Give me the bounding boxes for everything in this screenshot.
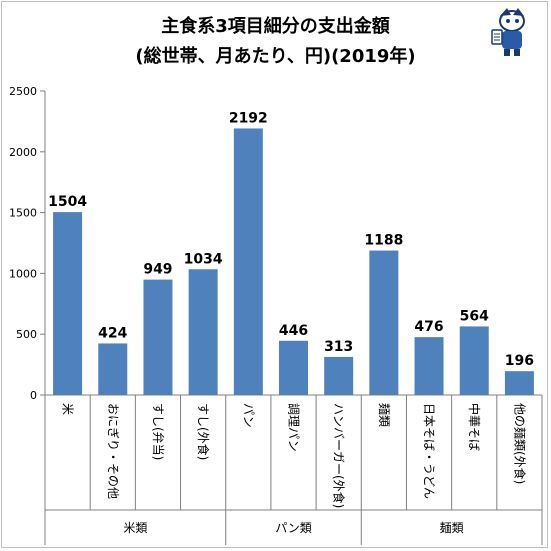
y-tick-label: 1500	[9, 207, 37, 220]
category-label: 他の麺類(外食)	[512, 403, 527, 484]
group-label: 麺類	[440, 521, 464, 535]
y-tick-label: 500	[16, 328, 37, 341]
data-label: 1188	[364, 233, 403, 249]
bar	[143, 279, 173, 395]
category-label: すし(外食)	[196, 403, 211, 460]
group-label: パン類	[275, 521, 312, 535]
data-label: 476	[414, 319, 443, 335]
bar	[98, 343, 128, 395]
category-label: 調理パン	[287, 403, 301, 452]
category-label: ハンバーガー(外食)	[332, 403, 347, 508]
y-tick-label: 0	[30, 389, 37, 402]
data-label: 2192	[229, 110, 268, 126]
y-tick-label: 2500	[9, 85, 37, 98]
data-label: 1034	[184, 251, 223, 267]
chart-subtitle: (総世帯、月あたり、円)(2019年)	[135, 46, 416, 67]
bar	[279, 340, 308, 395]
bar	[324, 356, 354, 395]
data-label: 446	[279, 323, 308, 339]
bar	[369, 250, 399, 395]
category-label: 米	[61, 403, 75, 415]
bar	[188, 269, 218, 395]
y-tick-label: 2000	[9, 146, 37, 159]
data-label: 424	[98, 325, 127, 341]
bar	[504, 371, 534, 395]
data-label: 1504	[48, 194, 87, 210]
bar	[53, 212, 83, 395]
y-tick-label: 1000	[9, 267, 37, 280]
data-label: 196	[505, 353, 534, 369]
bar	[414, 337, 444, 395]
data-label: 313	[324, 339, 353, 355]
bar	[459, 326, 489, 395]
category-label: 日本そば・うどん	[422, 403, 436, 499]
category-label: 麺類	[377, 403, 391, 427]
data-label: 949	[143, 262, 172, 278]
category-label: 中華そば	[467, 403, 482, 451]
data-label: 564	[460, 308, 489, 324]
chart-title: 主食系3項目細分の支出金額	[161, 16, 390, 37]
mascot-logo-icon	[491, 8, 525, 56]
bar	[233, 128, 263, 395]
category-label: パン	[241, 403, 255, 428]
category-label: おにぎり・その他	[106, 403, 120, 499]
group-label: 米類	[123, 521, 147, 535]
category-label: すし(弁当)	[151, 403, 166, 460]
